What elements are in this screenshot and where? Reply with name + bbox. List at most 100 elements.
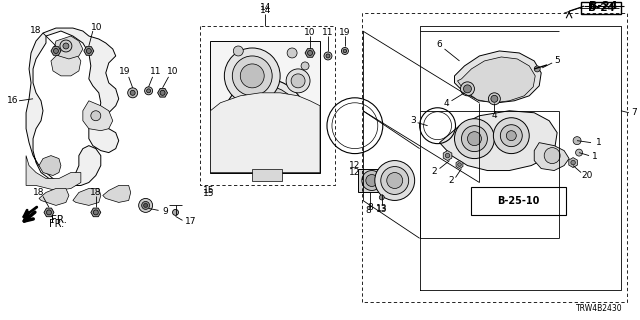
Text: 8: 8	[367, 203, 372, 212]
Circle shape	[463, 85, 472, 93]
Polygon shape	[51, 51, 81, 76]
Text: 17: 17	[185, 217, 196, 226]
Circle shape	[143, 204, 148, 207]
Polygon shape	[157, 89, 168, 97]
Circle shape	[141, 201, 150, 209]
Text: 19: 19	[119, 68, 131, 76]
Text: 15: 15	[203, 189, 214, 198]
Circle shape	[54, 48, 58, 53]
Text: 3: 3	[410, 116, 415, 125]
Polygon shape	[39, 156, 61, 176]
Text: 9: 9	[163, 207, 168, 216]
Text: 4: 4	[492, 111, 497, 120]
Text: TRW4B2430: TRW4B2430	[576, 304, 622, 313]
Circle shape	[86, 48, 92, 53]
Polygon shape	[51, 47, 61, 55]
Polygon shape	[444, 151, 452, 161]
Circle shape	[91, 111, 100, 121]
Text: 14: 14	[259, 3, 271, 12]
Circle shape	[343, 49, 347, 53]
Text: 7: 7	[631, 108, 637, 117]
Text: 18: 18	[33, 188, 45, 197]
Circle shape	[461, 82, 474, 96]
Polygon shape	[26, 156, 81, 190]
Circle shape	[240, 64, 264, 88]
Text: 10: 10	[304, 28, 316, 36]
Text: 12: 12	[349, 161, 360, 170]
Circle shape	[341, 47, 348, 54]
Circle shape	[139, 198, 152, 212]
Text: 10: 10	[91, 22, 102, 32]
Circle shape	[488, 93, 500, 105]
Polygon shape	[44, 208, 54, 217]
Circle shape	[375, 161, 415, 200]
Polygon shape	[440, 111, 557, 171]
Circle shape	[308, 51, 312, 55]
Text: FR.: FR.	[49, 219, 64, 229]
Text: B-24: B-24	[589, 1, 618, 11]
Polygon shape	[91, 208, 100, 217]
Polygon shape	[305, 49, 315, 57]
Polygon shape	[103, 186, 131, 203]
Polygon shape	[458, 57, 535, 103]
Polygon shape	[83, 101, 113, 131]
Text: 8: 8	[365, 206, 371, 215]
Circle shape	[173, 209, 179, 215]
Circle shape	[461, 126, 488, 152]
Circle shape	[301, 62, 309, 70]
Circle shape	[366, 174, 378, 187]
Text: 6: 6	[436, 41, 442, 50]
Circle shape	[506, 131, 516, 141]
Circle shape	[63, 43, 69, 49]
Circle shape	[287, 48, 297, 58]
Circle shape	[225, 48, 280, 104]
Circle shape	[454, 119, 494, 159]
Circle shape	[286, 69, 310, 93]
Circle shape	[467, 132, 481, 146]
Polygon shape	[54, 36, 83, 59]
Circle shape	[573, 137, 581, 145]
Text: 16: 16	[7, 96, 19, 105]
Text: 20: 20	[581, 171, 593, 180]
Circle shape	[571, 160, 575, 165]
Text: 4: 4	[444, 99, 449, 108]
Circle shape	[234, 46, 243, 56]
Circle shape	[544, 148, 560, 164]
Text: 18: 18	[30, 26, 42, 35]
Polygon shape	[569, 157, 577, 168]
Circle shape	[387, 172, 403, 188]
Bar	[581, 2, 621, 14]
Text: 18: 18	[90, 188, 102, 197]
Circle shape	[291, 74, 305, 88]
Bar	[211, 41, 320, 172]
Text: 1: 1	[592, 152, 598, 161]
Polygon shape	[534, 143, 569, 171]
Bar	[358, 169, 386, 192]
Circle shape	[445, 153, 450, 158]
Polygon shape	[454, 51, 541, 103]
Text: 12: 12	[349, 168, 360, 177]
Bar	[472, 188, 566, 215]
Circle shape	[128, 88, 138, 98]
Text: 1: 1	[596, 138, 602, 147]
Polygon shape	[73, 188, 100, 205]
Polygon shape	[456, 161, 463, 169]
Circle shape	[324, 52, 332, 60]
Text: FR.: FR.	[51, 215, 67, 225]
Text: 10: 10	[167, 68, 179, 76]
Circle shape	[381, 166, 409, 195]
Text: 11: 11	[322, 28, 333, 36]
Polygon shape	[26, 28, 119, 186]
Polygon shape	[84, 47, 94, 55]
Circle shape	[147, 89, 150, 93]
Circle shape	[93, 210, 99, 215]
Text: B-25-10: B-25-10	[497, 196, 540, 206]
Text: B-24: B-24	[588, 3, 614, 13]
Circle shape	[145, 87, 152, 95]
Circle shape	[223, 79, 307, 163]
Text: 19: 19	[339, 28, 351, 36]
Text: 11: 11	[150, 68, 161, 76]
Circle shape	[326, 54, 330, 58]
Circle shape	[493, 118, 529, 154]
Polygon shape	[211, 93, 320, 172]
